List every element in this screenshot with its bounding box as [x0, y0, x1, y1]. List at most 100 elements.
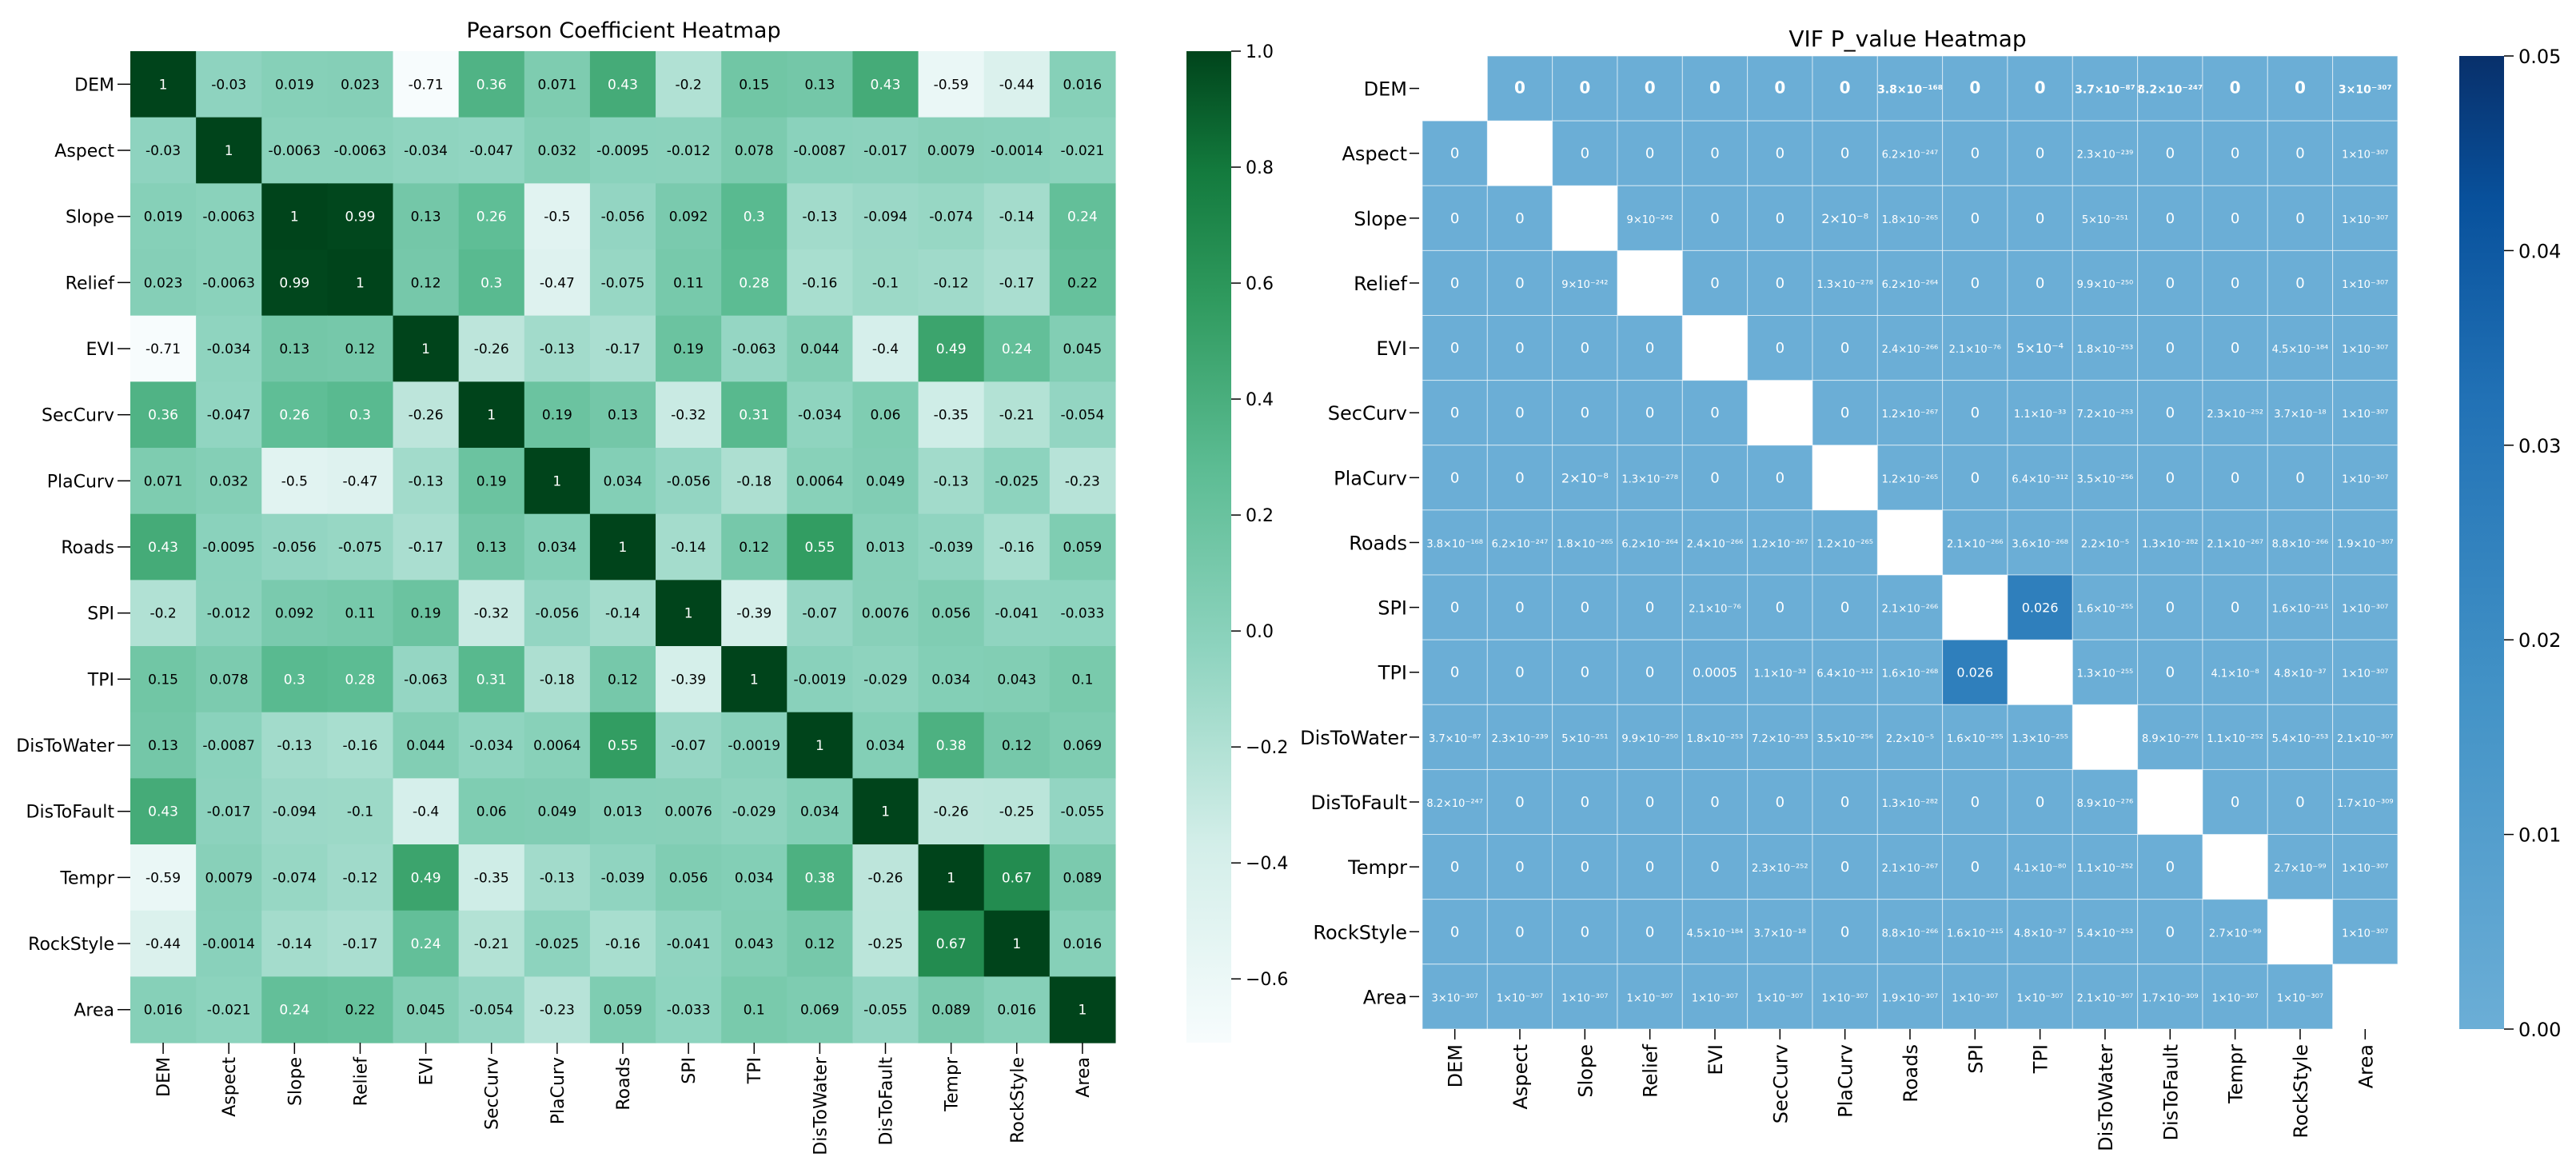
vif-cell-label: 9×10⁻²⁴² [1627, 214, 1673, 226]
pearson-cell-label: 0.15 [739, 77, 769, 93]
pearson-row-label: TPI [87, 670, 114, 690]
vif-cell [1812, 120, 1878, 186]
vif-cell-label: 1.3×10⁻²⁸² [1882, 798, 1939, 810]
pearson-cell-label: -0.029 [732, 804, 776, 820]
vif-cell-label: 0 [1971, 794, 1980, 811]
vif-cell-label: 0 [1515, 600, 1524, 616]
vif-cell [1617, 899, 1683, 965]
pearson-cell [458, 315, 525, 382]
vif-cell [1876, 249, 1944, 317]
vif-cell [1617, 380, 1683, 446]
pearson-cell-label: 0.12 [608, 672, 638, 688]
pearson-cell [196, 381, 262, 449]
vif-cell-label: 4.1×10⁻⁸ [2211, 668, 2259, 680]
pearson-cell [656, 976, 722, 1043]
pearson-cell-label: 0.11 [673, 275, 704, 291]
vif-cell [2267, 768, 2334, 836]
pearson-cell [393, 844, 460, 912]
pearson-colorbar-ticks: −0.6 −0.4 −0.2 0.0 0.2 0.4 0.6 0.8 1.0 [1231, 42, 1288, 990]
pearson-cell-label: 1 [684, 606, 693, 622]
pearson-cell-label: -0.056 [273, 540, 317, 556]
pearson-cell [656, 778, 722, 845]
pearson-cell [656, 315, 722, 382]
pearson-cell [261, 580, 328, 647]
vif-cell-label: 0 [1645, 146, 1654, 162]
pearson-cell [196, 249, 262, 317]
vif-cell-label: 0 [1840, 859, 1849, 876]
vif-cell-label: 0 [1971, 469, 1980, 486]
vif-cell [1681, 768, 1749, 836]
vif-cell-label: 0.026 [1956, 665, 1993, 680]
vif-cell [1681, 964, 1749, 1030]
pearson-cell [721, 844, 788, 912]
pearson-cell-label: 1 [552, 473, 561, 489]
pearson-cell [261, 513, 328, 581]
vif-cell-label: 0 [1710, 275, 1719, 292]
pearson-colorbar-tick-label: 0.8 [1246, 158, 1274, 178]
pearson-cell [393, 646, 460, 713]
vif-cell [1876, 120, 1944, 186]
pearson-cell [656, 381, 722, 449]
pearson-colorbar: −0.6 −0.4 −0.2 0.0 0.2 0.4 0.6 0.8 1.0 [1186, 42, 1288, 1043]
pearson-cell [261, 844, 328, 912]
pearson-cell-label: 1 [815, 738, 824, 754]
vif-cell [1681, 445, 1749, 511]
pearson-cell [983, 976, 1051, 1043]
pearson-cell [983, 448, 1051, 515]
pearson-cell [589, 381, 656, 449]
pearson-row-label: Slope [66, 208, 114, 228]
pearson-cell [589, 646, 656, 713]
vif-cell-label: 0 [2231, 469, 2239, 486]
vif-cell-label: 3.8×10⁻¹⁶⁸ [1877, 84, 1943, 97]
vif-cell-label: 1.8×10⁻²⁶⁵ [1557, 538, 1613, 550]
vif-cell-label: 6.4×10⁻³¹² [1816, 668, 1873, 680]
vif-cell-label: 0 [2295, 210, 2304, 227]
pearson-cell-label: 0.43 [871, 77, 901, 93]
pearson-cell [787, 117, 854, 184]
vif-cell-label: 9.9×10⁻²⁵⁰ [1621, 733, 1678, 745]
pearson-column-label: DisToFault [876, 1057, 896, 1146]
pearson-cell [918, 448, 985, 515]
pearson-cell [918, 381, 985, 449]
pearson-cell-label: 0.078 [735, 143, 774, 159]
vif-cell-label: 1.6×10⁻²⁶⁸ [1882, 668, 1939, 680]
pearson-cell-label: -0.26 [474, 341, 509, 357]
pearson-cell-label: 0.12 [739, 540, 769, 556]
pearson-cell [656, 844, 722, 912]
pearson-cell-label: 0.3 [284, 672, 305, 688]
vif-cell [1681, 249, 1749, 317]
pearson-cell-label: 0.3 [744, 209, 765, 225]
pearson-cell [721, 976, 788, 1043]
vif-column-label: DEM [1445, 1044, 1467, 1087]
vif-cell [1942, 315, 2008, 381]
vif-cell [1486, 768, 1553, 836]
pearson-cell-label: -0.32 [671, 408, 706, 424]
vif-cell [1681, 380, 1749, 446]
vif-cell-label: 3.7×10⁻⁸⁷ [1429, 733, 1481, 745]
pearson-cell-label: -0.14 [277, 936, 312, 952]
pearson-column-label: RockStyle [1008, 1057, 1028, 1143]
vif-cell-label: 0 [1515, 859, 1524, 876]
pearson-cell [196, 580, 262, 647]
vif-cell-label: 0 [1450, 924, 1459, 940]
vif-cell-label: 0 [1515, 210, 1524, 227]
vif-cell-label: 0 [2166, 146, 2175, 162]
vif-cell-label: 0 [2166, 340, 2175, 357]
pearson-cell-label: 0.3 [349, 408, 371, 424]
pearson-cell [787, 844, 854, 912]
pearson-column-label: Roads [614, 1057, 634, 1111]
pearson-cell [458, 712, 525, 779]
pearson-cell-label: -0.18 [540, 672, 575, 688]
vif-cell [2137, 639, 2203, 705]
pearson-cell [130, 315, 197, 382]
pearson-cell [721, 712, 788, 779]
vif-cell [1812, 509, 1878, 576]
vif-column-label: Relief [1640, 1043, 1662, 1097]
pearson-cell [656, 51, 722, 118]
vif-cell-label: 0 [1710, 146, 1719, 162]
vif-column-label: TPI [2030, 1044, 2052, 1074]
pearson-cell [852, 778, 919, 845]
pearson-cells: 1 -0.03 0.019 0.023 -0.71 0.36 0.071 0.43 -0.2 0.… [130, 51, 1116, 1043]
vif-cell-label: 0 [1645, 340, 1654, 357]
pearson-cell [589, 513, 656, 581]
